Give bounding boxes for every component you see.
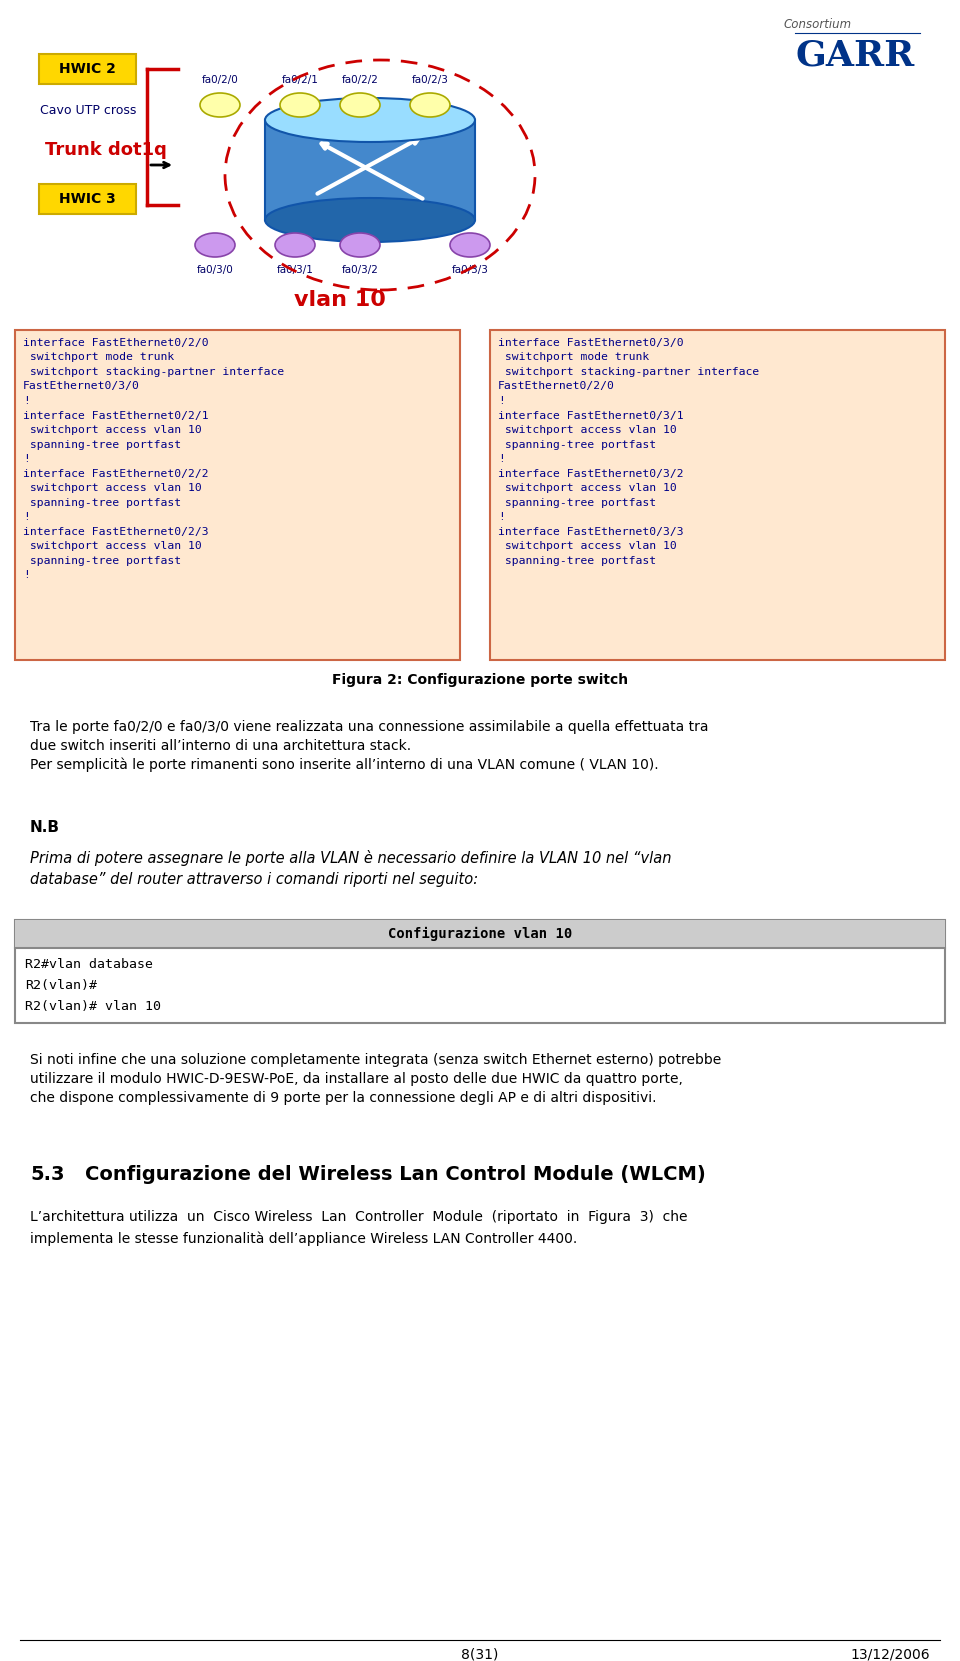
Text: interface FastEthernet0/2/0: interface FastEthernet0/2/0: [23, 337, 208, 349]
Ellipse shape: [340, 93, 380, 116]
Ellipse shape: [340, 233, 380, 257]
Text: utilizzare il modulo HWIC-D-9ESW-PoE, da installare al posto delle due HWIC da q: utilizzare il modulo HWIC-D-9ESW-PoE, da…: [30, 1071, 683, 1086]
Text: implementa le stesse funzionalità dell’appliance Wireless LAN Controller 4400.: implementa le stesse funzionalità dell’a…: [30, 1232, 577, 1246]
Text: L’architettura utilizza  un  Cisco Wireless  Lan  Controller  Module  (riportato: L’architettura utilizza un Cisco Wireles…: [30, 1209, 687, 1224]
Text: HWIC 3: HWIC 3: [60, 193, 116, 206]
Text: spanning-tree portfast: spanning-tree portfast: [23, 555, 181, 565]
Text: GARR: GARR: [796, 38, 915, 71]
FancyBboxPatch shape: [490, 331, 945, 659]
Text: Prima di potere assegnare le porte alla VLAN è necessario definire la VLAN 10 ne: Prima di potere assegnare le porte alla …: [30, 850, 671, 865]
Text: !: !: [498, 512, 505, 522]
Text: 5.3: 5.3: [30, 1164, 64, 1184]
Text: interface FastEthernet0/3/3: interface FastEthernet0/3/3: [498, 527, 684, 537]
Text: !: !: [498, 453, 505, 463]
Text: switchport stacking-partner interface: switchport stacking-partner interface: [23, 367, 284, 377]
Ellipse shape: [280, 93, 320, 116]
Bar: [265, 120, 475, 219]
FancyBboxPatch shape: [39, 184, 136, 214]
Text: che dispone complessivamente di 9 porte per la connessione degli AP e di altri d: che dispone complessivamente di 9 porte …: [30, 1091, 657, 1105]
Text: interface FastEthernet0/2/3: interface FastEthernet0/2/3: [23, 527, 208, 537]
Ellipse shape: [200, 93, 240, 116]
Text: interface FastEthernet0/3/2: interface FastEthernet0/3/2: [498, 468, 684, 478]
Text: spanning-tree portfast: spanning-tree portfast: [23, 498, 181, 508]
Text: Figura 2: Configurazione porte switch: Figura 2: Configurazione porte switch: [332, 673, 628, 688]
Text: spanning-tree portfast: spanning-tree portfast: [498, 498, 656, 508]
Ellipse shape: [265, 198, 475, 243]
Text: due switch inseriti all’interno di una architettura stack.: due switch inseriti all’interno di una a…: [30, 739, 411, 752]
Text: fa0/3/1: fa0/3/1: [276, 266, 313, 276]
Text: fa0/2/1: fa0/2/1: [281, 75, 319, 85]
FancyBboxPatch shape: [15, 331, 460, 659]
Text: R2(vlan)#: R2(vlan)#: [25, 978, 97, 992]
Ellipse shape: [265, 98, 475, 141]
Text: switchport access vlan 10: switchport access vlan 10: [23, 541, 202, 551]
Text: switchport access vlan 10: switchport access vlan 10: [498, 541, 677, 551]
Text: R2#vlan database: R2#vlan database: [25, 958, 153, 972]
Text: interface FastEthernet0/3/0: interface FastEthernet0/3/0: [498, 337, 684, 349]
Text: !: !: [23, 395, 30, 405]
Text: fa0/2/0: fa0/2/0: [202, 75, 238, 85]
Text: !: !: [23, 570, 30, 580]
Text: Tra le porte fa0/2/0 e fa0/3/0 viene realizzata una connessione assimilabile a q: Tra le porte fa0/2/0 e fa0/3/0 viene rea…: [30, 719, 708, 734]
Text: switchport access vlan 10: switchport access vlan 10: [498, 483, 677, 493]
Text: switchport access vlan 10: switchport access vlan 10: [23, 483, 202, 493]
Text: vlan 10: vlan 10: [294, 291, 386, 311]
Text: interface FastEthernet0/3/1: interface FastEthernet0/3/1: [498, 410, 684, 420]
Ellipse shape: [275, 233, 315, 257]
Text: fa0/3/2: fa0/3/2: [342, 266, 378, 276]
FancyBboxPatch shape: [15, 920, 945, 1023]
Text: Si noti infine che una soluzione completamente integrata (senza switch Ethernet : Si noti infine che una soluzione complet…: [30, 1053, 721, 1066]
Text: switchport stacking-partner interface: switchport stacking-partner interface: [498, 367, 759, 377]
Text: !: !: [498, 395, 505, 405]
Ellipse shape: [450, 233, 490, 257]
Text: !: !: [23, 512, 30, 522]
FancyBboxPatch shape: [39, 55, 136, 85]
Text: fa0/2/3: fa0/2/3: [412, 75, 448, 85]
Text: Trunk dot1q: Trunk dot1q: [45, 141, 167, 159]
Text: FastEthernet0/2/0: FastEthernet0/2/0: [498, 382, 614, 392]
Text: 8(31): 8(31): [462, 1648, 498, 1661]
Text: Cavo UTP cross: Cavo UTP cross: [39, 103, 136, 116]
Text: spanning-tree portfast: spanning-tree portfast: [23, 440, 181, 450]
Text: spanning-tree portfast: spanning-tree portfast: [498, 555, 656, 565]
Text: Per semplicità le porte rimanenti sono inserite all’interno di una VLAN comune (: Per semplicità le porte rimanenti sono i…: [30, 757, 659, 772]
Text: fa0/3/3: fa0/3/3: [451, 266, 489, 276]
Text: N.B: N.B: [30, 821, 60, 835]
Text: Configurazione vlan 10: Configurazione vlan 10: [388, 927, 572, 942]
Text: interface FastEthernet0/2/2: interface FastEthernet0/2/2: [23, 468, 208, 478]
Text: R2(vlan)# vlan 10: R2(vlan)# vlan 10: [25, 1000, 161, 1013]
Text: interface FastEthernet0/2/1: interface FastEthernet0/2/1: [23, 410, 208, 420]
Text: spanning-tree portfast: spanning-tree portfast: [498, 440, 656, 450]
Text: fa0/3/0: fa0/3/0: [197, 266, 233, 276]
Text: database” del router attraverso i comandi riporti nel seguito:: database” del router attraverso i comand…: [30, 872, 478, 887]
Text: fa0/2/2: fa0/2/2: [342, 75, 378, 85]
Text: switchport access vlan 10: switchport access vlan 10: [23, 425, 202, 435]
Text: 13/12/2006: 13/12/2006: [851, 1648, 930, 1661]
Text: switchport mode trunk: switchport mode trunk: [498, 352, 649, 362]
Ellipse shape: [410, 93, 450, 116]
Text: switchport access vlan 10: switchport access vlan 10: [498, 425, 677, 435]
Text: FastEthernet0/3/0: FastEthernet0/3/0: [23, 382, 140, 392]
Text: Configurazione del Wireless Lan Control Module (WLCM): Configurazione del Wireless Lan Control …: [85, 1164, 706, 1184]
Text: switchport mode trunk: switchport mode trunk: [23, 352, 175, 362]
Ellipse shape: [195, 233, 235, 257]
Text: HWIC 2: HWIC 2: [60, 61, 116, 76]
Bar: [15, 920, 945, 948]
Text: !: !: [23, 453, 30, 463]
Text: Consortium: Consortium: [784, 18, 852, 32]
